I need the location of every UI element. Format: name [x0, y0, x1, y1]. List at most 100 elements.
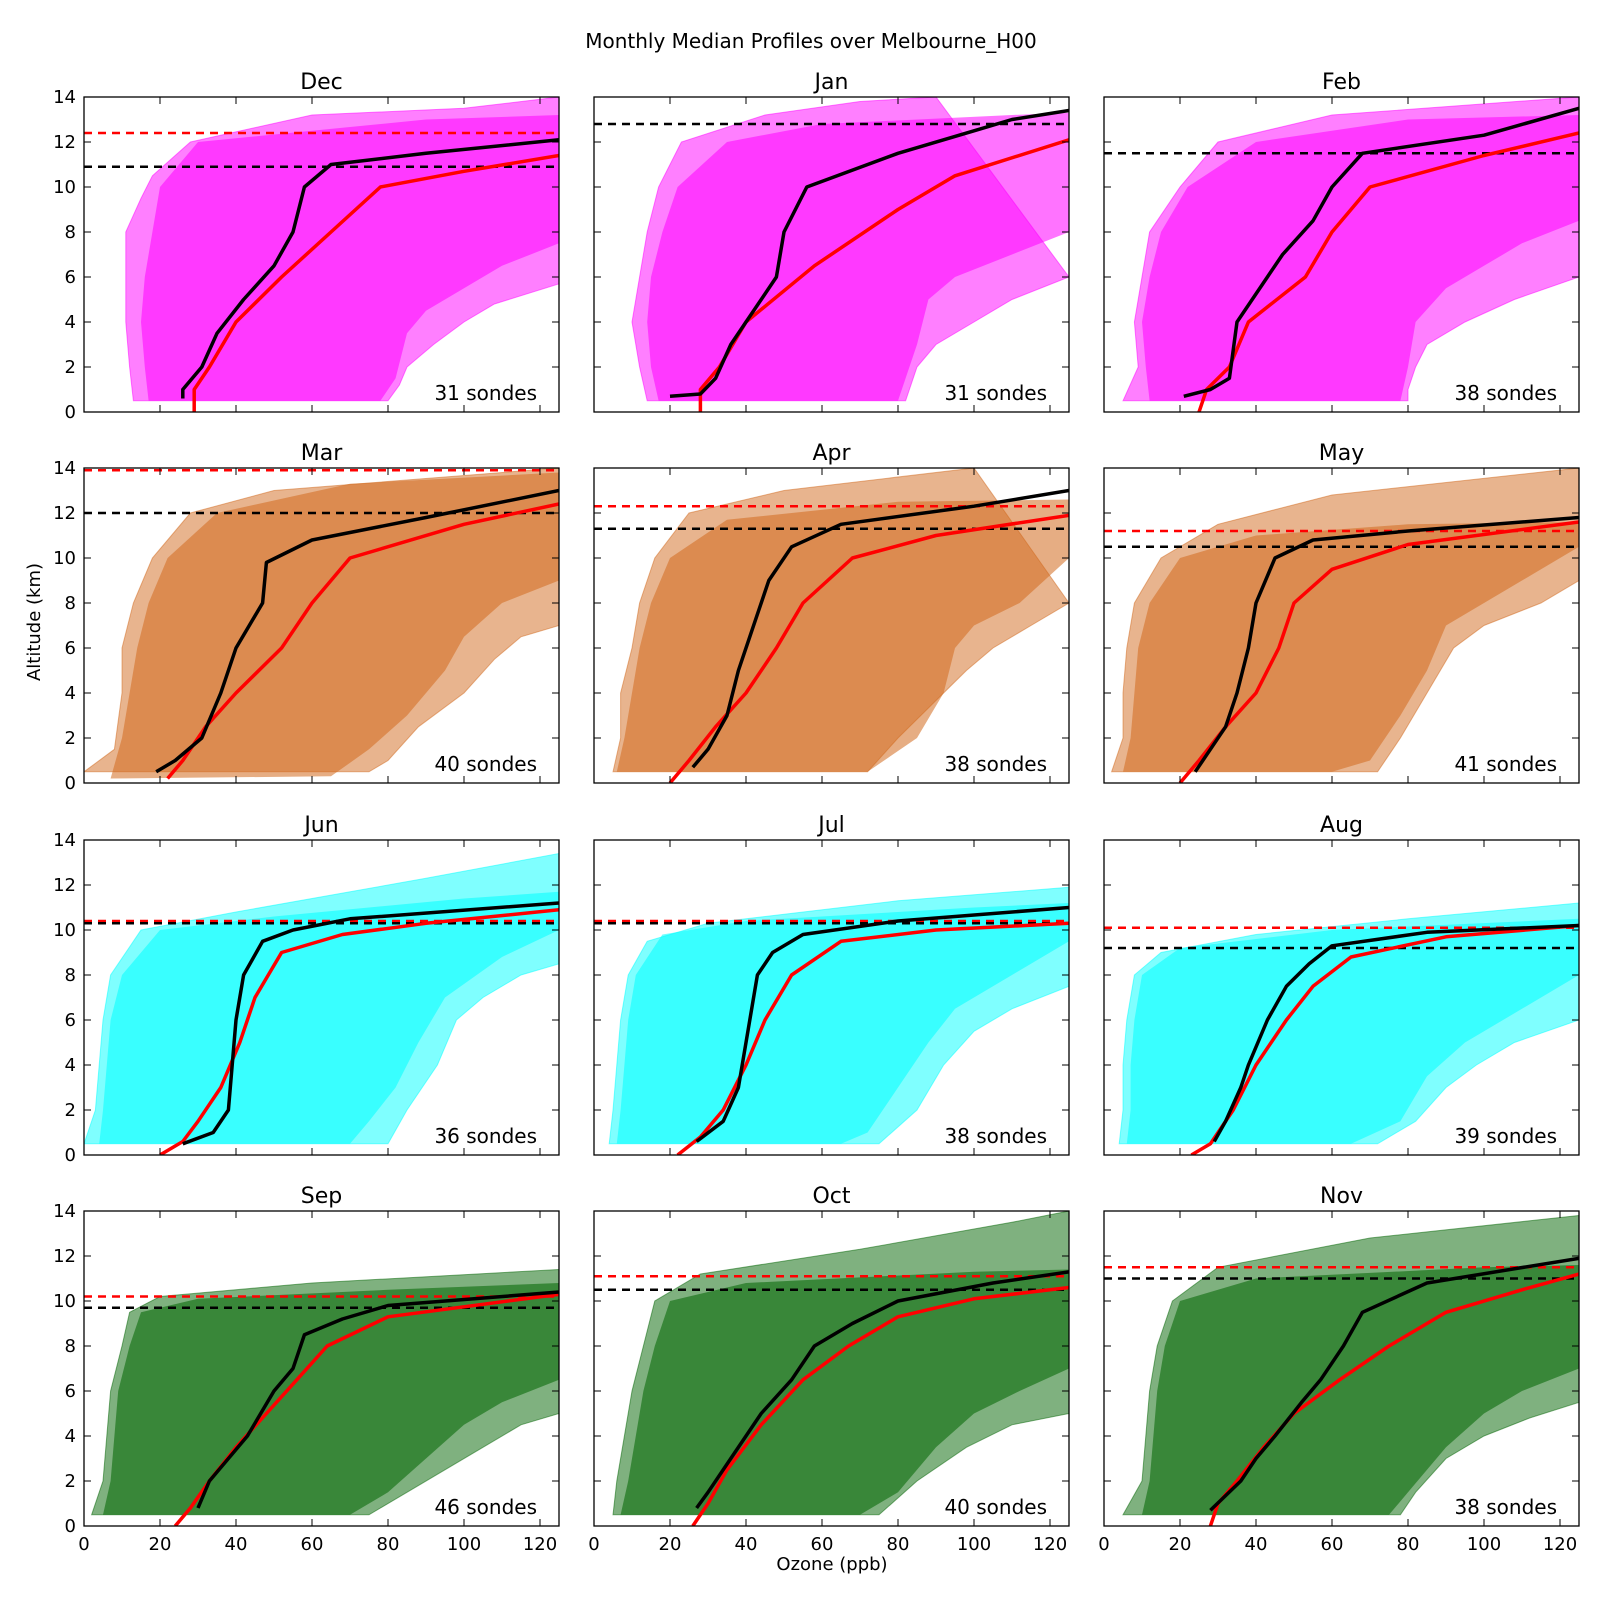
y-tick-label: 0: [65, 402, 76, 423]
x-tick-label: 60: [811, 1534, 834, 1555]
y-tick-label: 4: [65, 1426, 76, 1447]
x-tick-label: 20: [149, 1534, 172, 1555]
inner-range-band: [1142, 1265, 1579, 1515]
sonde-count: 40 sondes: [944, 1495, 1047, 1519]
y-tick-label: 6: [65, 1010, 76, 1031]
panel-plot-area: [84, 1268, 559, 1526]
panel-dec: Dec 31 sondes 0 2 4 6 8 10 12 14: [53, 70, 560, 423]
sonde-count: 39 sondes: [1454, 1124, 1557, 1148]
panel-plot-area: [594, 886, 1069, 1155]
y-tick-label: 8: [65, 222, 76, 243]
y-tick-label: 6: [65, 638, 76, 659]
panel-frame: [593, 96, 1070, 413]
y-tick-label: 14: [53, 87, 76, 108]
panel-mar: Mar 40 sondes 0 2 4 6 8 10 12 14: [53, 441, 560, 794]
x-tick-label: 100: [447, 1534, 481, 1555]
x-tick-label: 20: [659, 1534, 682, 1555]
y-tick-label: 2: [65, 357, 76, 378]
panel-plot-area: [84, 97, 559, 412]
x-axis-label: Ozone (ppb): [776, 1554, 887, 1575]
sonde-count: 31 sondes: [944, 381, 1047, 405]
panel-frame: [83, 467, 560, 784]
panel-title: Aug: [1320, 813, 1363, 838]
panel-frame: [83, 1210, 560, 1527]
panel-title: Apr: [812, 441, 851, 466]
inner-range-band: [1142, 115, 1579, 401]
panel-grid: Dec 31 sondes 0 2 4 6 8 10 12 14 Jan 31 sondes Feb 38…: [53, 70, 1580, 1555]
y-tick-label: 14: [53, 458, 76, 479]
panel-title: Feb: [1322, 70, 1361, 95]
sonde-count: 38 sondes: [1454, 381, 1557, 405]
y-tick-label: 10: [53, 177, 76, 198]
panel-sep: Sep 46 sondes 0 2 4 6 8 10 12 14 0 20 40 60 80 100 120: [53, 1184, 560, 1555]
median-red-line: [691, 1285, 1069, 1526]
sonde-count: 46 sondes: [434, 1495, 537, 1519]
panel-plot-area: [1104, 1214, 1579, 1526]
inner-range-band: [99, 891, 559, 1144]
panel-title: Jan: [813, 70, 849, 95]
median-red-line: [192, 153, 559, 412]
median-black-line: [196, 1290, 559, 1509]
sonde-count: 36 sondes: [434, 1124, 537, 1148]
y-tick-label: 8: [65, 1336, 76, 1357]
y-tick-label: 4: [65, 683, 76, 704]
panel-frame: [1103, 839, 1580, 1156]
inner-range-band: [647, 112, 1069, 401]
x-tick-label: 100: [1467, 1534, 1501, 1555]
figure-title: Monthly Median Profiles over Melbourne_H…: [585, 29, 1037, 53]
y-tick-label: 0: [65, 773, 76, 794]
panel-title: Nov: [1320, 1184, 1363, 1209]
panel-frame: [83, 96, 560, 413]
x-tick-label: 60: [1321, 1534, 1344, 1555]
median-black-line: [691, 488, 1069, 769]
y-tick-label: 4: [65, 1055, 76, 1076]
panel-frame: [1103, 1210, 1580, 1527]
panel-apr: Apr 38 sondes: [593, 441, 1070, 784]
median-black-line: [155, 488, 559, 774]
panel-frame: [593, 467, 1070, 784]
y-tick-label: 4: [65, 312, 76, 333]
y-tick-label: 12: [53, 503, 76, 524]
x-tick-label: 80: [377, 1534, 400, 1555]
panel-plot-area: [84, 468, 559, 780]
y-tick-label: 14: [53, 830, 76, 851]
median-red-line: [676, 921, 1069, 1155]
x-tick-label: 0: [588, 1534, 599, 1555]
panel-title: Dec: [300, 70, 343, 95]
panel-title: Jun: [302, 813, 338, 838]
panel-plot-area: [1104, 468, 1579, 783]
inner-range-band: [1123, 522, 1579, 772]
panel-may: May 41 sondes: [1103, 441, 1580, 784]
panel-title: Oct: [812, 1184, 850, 1209]
median-black-line: [669, 108, 1069, 399]
median-black-line: [181, 138, 559, 399]
x-tick-label: 120: [523, 1534, 557, 1555]
y-tick-label: 0: [65, 1145, 76, 1166]
panel-plot-area: [594, 1211, 1069, 1526]
median-red-line: [173, 1292, 559, 1526]
panel-plot-area: [1104, 97, 1579, 412]
y-tick-label: 10: [53, 548, 76, 569]
y-tick-label: 10: [53, 1291, 76, 1312]
panel-frame: [83, 839, 560, 1156]
y-tick-label: 8: [65, 593, 76, 614]
panel-frame: [1103, 467, 1580, 784]
panel-plot-area: [594, 468, 1069, 783]
median-black-line: [1209, 1256, 1579, 1512]
sonde-count: 31 sondes: [434, 381, 537, 405]
panel-oct: Oct 40 sondes 0 20 40 60 80 100 120: [588, 1184, 1070, 1555]
y-tick-label: 12: [53, 875, 76, 896]
sonde-count: 40 sondes: [434, 752, 537, 776]
median-black-line: [1183, 106, 1579, 398]
median-black-line: [182, 901, 559, 1146]
median-black-line: [1193, 515, 1579, 773]
median-red-line: [159, 908, 559, 1155]
y-tick-label: 6: [65, 1381, 76, 1402]
median-black-line: [695, 1270, 1069, 1510]
y-axis-label: Altitude (km): [24, 563, 45, 681]
panel-frame: [593, 839, 1070, 1156]
sonde-count: 41 sondes: [1454, 752, 1557, 776]
inner-range-band: [103, 1283, 559, 1515]
inner-range-band: [141, 115, 559, 401]
